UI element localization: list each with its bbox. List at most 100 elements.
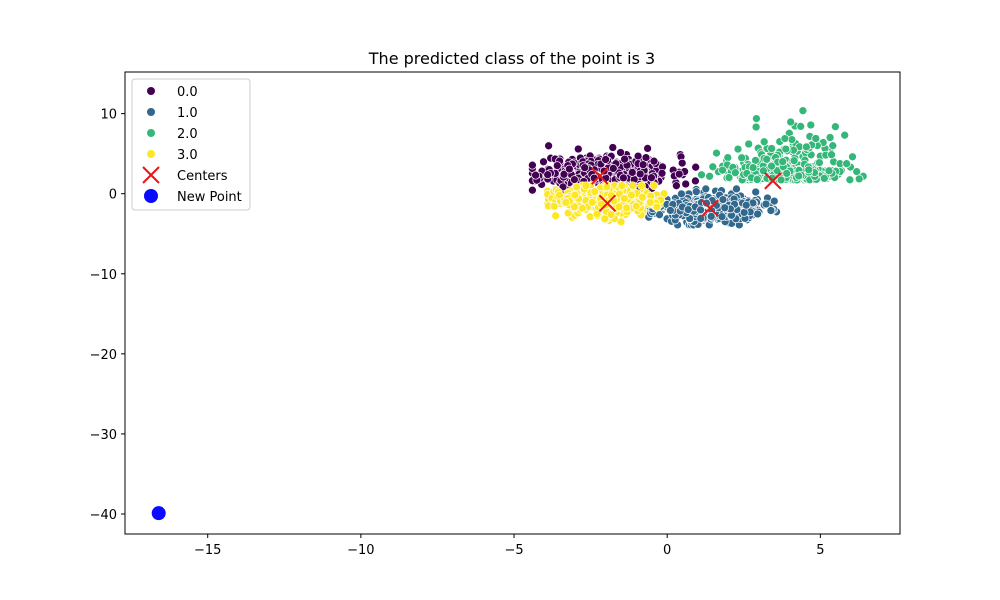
data-point [751,156,760,165]
data-point [559,169,569,179]
data-point [608,143,618,152]
data-point [528,185,537,195]
data-point [845,175,855,185]
data-point [854,174,864,184]
data-point [701,184,711,194]
y-axis: −40 −30 −20 −10 0 10 [90,108,125,523]
data-point [531,170,540,180]
data-point [794,171,804,181]
legend-label: 0.0 [177,85,198,100]
data-point [539,157,548,167]
legend-marker [147,87,155,95]
data-point [748,163,758,172]
data-point [762,154,772,164]
legend-marker [142,166,160,184]
chart-title: The predicted class of the point is 3 [368,49,655,68]
data-point [744,139,754,149]
data-point [647,173,656,183]
data-point [831,122,840,132]
data-point [739,208,749,217]
series-2.0 [697,106,868,185]
data-point [544,141,553,151]
data-point [852,167,862,176]
data-point [638,192,647,202]
x-tick-label: −5 [504,543,523,558]
data-point [622,203,632,213]
data-point [587,197,597,207]
data-point [732,184,741,194]
points-layer [528,106,868,230]
center-marker [598,194,617,213]
y-tick-label: −40 [90,508,117,523]
data-point [712,148,721,158]
data-point [696,205,705,215]
data-point [638,160,648,170]
centers-layer [591,167,782,217]
data-point [751,187,761,197]
data-point [672,181,681,191]
legend-marker [144,189,158,203]
data-point [720,203,730,213]
data-point [627,168,637,177]
data-point [577,203,587,213]
y-tick-label: −10 [90,268,117,283]
data-point [681,179,691,189]
data-point [608,164,618,173]
data-point [645,198,655,207]
y-tick-label: −30 [90,428,117,443]
data-point [706,212,716,221]
data-point [619,173,628,183]
data-point [811,134,821,143]
data-point [752,175,762,184]
data-point [724,173,734,182]
data-point [573,144,583,154]
data-point [741,200,751,210]
data-point [617,181,627,191]
legend-marker [147,150,155,158]
data-point [751,122,761,132]
data-point [776,175,786,185]
data-point [708,162,718,172]
y-tick-label: 0 [109,188,117,203]
data-point [691,162,701,172]
data-point [782,169,792,178]
center-marker [591,167,609,185]
data-point [606,210,616,219]
data-point [697,170,706,180]
data-point [842,159,851,169]
data-point [581,181,591,191]
data-point [780,134,790,143]
data-point [628,181,637,191]
data-point [786,117,796,127]
data-point [761,199,771,209]
data-point [705,171,714,181]
data-point [815,158,824,167]
data-point [802,142,811,152]
data-point [691,176,700,186]
data-point [825,133,835,142]
data-point [733,144,743,154]
data-point [570,175,579,184]
data-point [580,163,590,173]
data-point [666,206,675,215]
data-point [565,164,574,174]
center-marker [764,172,782,190]
new-point-layer [151,506,166,521]
data-point [691,187,701,197]
x-tick-label: −10 [347,543,374,558]
data-point [718,165,727,175]
data-point [848,152,857,162]
data-point [633,151,643,161]
legend-label: New Point [177,190,242,205]
data-point [570,190,580,200]
data-point [551,211,560,221]
legend-marker [147,108,155,116]
data-point [627,190,636,200]
x-tick-label: 5 [816,543,824,558]
data-point [827,150,836,160]
data-point [616,148,625,157]
center-marker [701,199,719,217]
data-point [614,202,624,212]
data-point [789,156,799,166]
